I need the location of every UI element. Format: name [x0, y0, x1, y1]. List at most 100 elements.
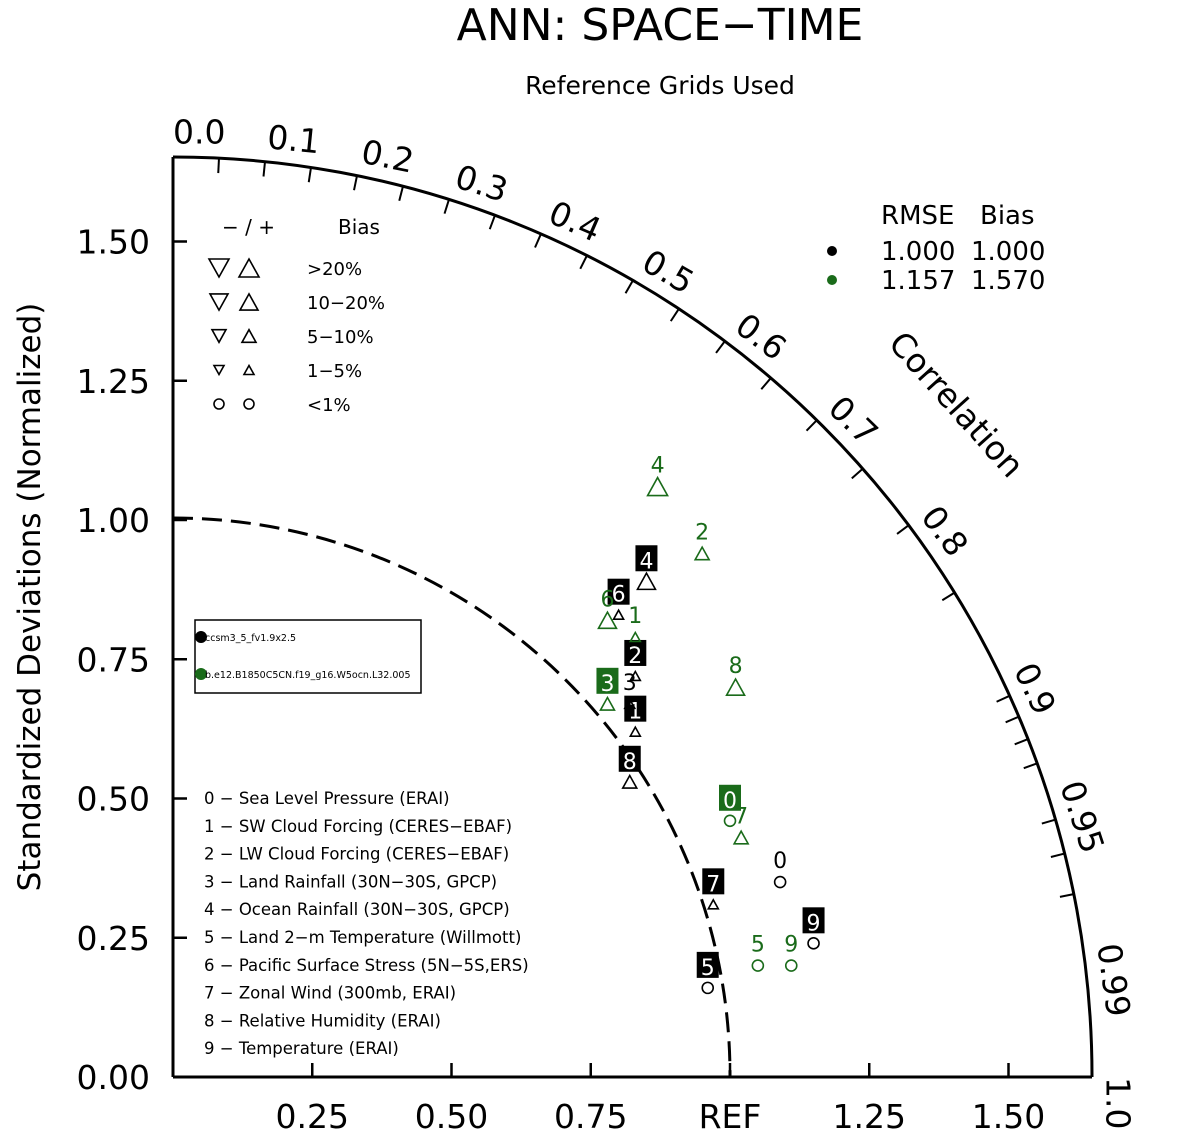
- data-point: 2: [624, 639, 647, 682]
- correlation-tick: [353, 176, 358, 191]
- point-label: 6: [600, 587, 614, 612]
- x-tick-label: 0.75: [554, 1097, 627, 1135]
- point-marker: [628, 725, 642, 737]
- point-label: 7: [706, 872, 720, 897]
- correlation-label: 1.0: [1099, 1077, 1138, 1129]
- x-tick-label: 0.50: [415, 1097, 488, 1135]
- point-label: 5: [751, 933, 765, 958]
- point-label: 1: [628, 604, 642, 629]
- data-point: 0: [719, 784, 741, 828]
- data-point: 3: [623, 671, 637, 710]
- data-point: 4: [635, 545, 658, 591]
- summary-rmse: 1.000: [881, 237, 955, 267]
- point-marker: [628, 669, 642, 682]
- case-dot: [195, 631, 207, 643]
- x-tick-label: 0.25: [276, 1097, 349, 1135]
- bias-legend-label: >20%: [307, 259, 362, 280]
- point-label: 9: [784, 933, 798, 958]
- bias-legend-triangle-pos: [238, 292, 260, 311]
- summary-dot: [827, 246, 837, 256]
- summary-header-rmse: RMSE: [881, 201, 954, 231]
- correlation-tick: [1059, 893, 1074, 898]
- point-label: 8: [623, 750, 637, 775]
- x-tick-label: 1.50: [972, 1097, 1045, 1135]
- correlation-tick: [941, 592, 955, 602]
- chart-subtitle: Reference Grids Used: [525, 71, 795, 100]
- point-label: 5: [701, 956, 715, 981]
- correlation-tick: [1005, 715, 1019, 724]
- bias-legend-triangle-pos: [237, 257, 261, 278]
- point-label: 2: [628, 644, 642, 669]
- y-tick-label: 0.75: [77, 640, 150, 679]
- bias-legend-label: <1%: [307, 395, 351, 416]
- correlation-tick: [534, 234, 542, 248]
- variable-legend-item: 5 − Land 2−m Temperature (Willmott): [204, 928, 521, 947]
- axis-ticks: 0.25 0.50 0.75 REF 1.25 1.50 0.00 0.25 0.50 0.75 1…: [77, 223, 1046, 1135]
- data-point: 1: [628, 604, 642, 643]
- variable-legend-item: 6 − Pacific Surface Stress (5N−5S,ERS): [204, 956, 529, 975]
- data-point: 9: [802, 907, 825, 950]
- correlation-tick: [1014, 738, 1029, 746]
- point-marker: [636, 571, 657, 591]
- point-label: 2: [695, 520, 709, 545]
- data-point: 7: [732, 804, 750, 845]
- point-marker: [623, 697, 637, 710]
- point-marker: [597, 610, 618, 630]
- variable-legend: 0 − Sea Level Pressure (ERAI) 1 − SW Clou…: [204, 789, 529, 1058]
- summary-dot: [827, 275, 837, 285]
- point-label: 7: [734, 804, 748, 829]
- variable-legend-item: 1 − SW Cloud Forcing (CERES−EBAF): [204, 817, 512, 836]
- correlation-tick: [307, 168, 312, 183]
- data-point: 7: [702, 868, 725, 910]
- point-label: 0: [773, 849, 787, 874]
- x-tick-label: REF: [699, 1097, 762, 1135]
- correlation-tick: [624, 280, 634, 294]
- variable-legend-item: 4 − Ocean Rainfall (30N−30S, GPCP): [204, 900, 510, 919]
- case-name: b.e12.B1850C5CN.f19_g16.W5ocn.L32.005: [205, 670, 411, 681]
- bias-legend-triangle-neg: [212, 364, 226, 377]
- point-marker: [773, 875, 787, 889]
- case-name: ccsm3_5_fv1.9x2.5: [205, 633, 296, 644]
- correlation-tick: [1050, 852, 1065, 858]
- reference-std-arc: [172, 516, 732, 1078]
- correlation-tick: [805, 419, 818, 432]
- correlation-label: 0.0: [173, 112, 225, 151]
- point-marker: [621, 773, 639, 789]
- variable-legend-item: 2 − LW Cloud Forcing (CERES−EBAF): [204, 845, 509, 864]
- bias-legend-label: 10−20%: [307, 293, 385, 314]
- y-tick-label: 0.50: [77, 780, 150, 819]
- correlation-tick: [1023, 762, 1038, 770]
- bias-legend-triangle-neg: [207, 258, 231, 279]
- correlation-tick: [443, 199, 450, 214]
- correlation-tick: [398, 186, 404, 201]
- summary-rmse: 1.157: [881, 266, 955, 296]
- point-label-box: [702, 868, 725, 895]
- point-label: 9: [807, 911, 821, 936]
- point-label-box: [618, 745, 641, 772]
- point-marker: [693, 545, 711, 561]
- data-point: 8: [725, 654, 746, 697]
- correlation-label: 0.1: [266, 117, 322, 161]
- data-point: 2: [693, 520, 711, 561]
- data-point: 3: [596, 667, 619, 711]
- bias-legend-circle-neg: [213, 398, 225, 410]
- correlation-tick: [217, 159, 220, 174]
- correlation-tick: [669, 308, 680, 322]
- point-label: 0: [723, 789, 737, 814]
- point-label: 3: [623, 671, 637, 696]
- data-point: 6: [597, 587, 618, 630]
- point-marker: [628, 630, 642, 643]
- bias-legend-header: Bias: [338, 215, 380, 239]
- data-point: 5: [751, 933, 765, 972]
- data-point: 4: [646, 454, 669, 497]
- bias-legend-triangle-neg: [208, 293, 230, 312]
- bias-legend-triangle-neg: [210, 328, 228, 344]
- bias-legend-circle-pos: [243, 398, 255, 410]
- y-tick-label: 0.00: [77, 1058, 150, 1097]
- bias-legend-triangle-pos: [240, 328, 258, 344]
- y-tick-label: 1.25: [77, 362, 150, 401]
- case-dot: [195, 668, 207, 680]
